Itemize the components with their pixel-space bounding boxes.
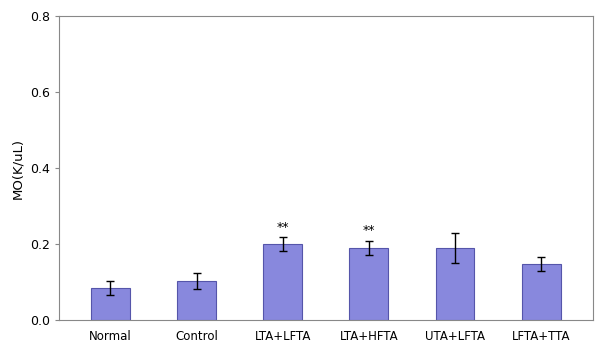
Text: **: **: [362, 224, 375, 237]
Y-axis label: MO(K/uL): MO(K/uL): [11, 138, 24, 199]
Text: **: **: [277, 221, 289, 234]
Bar: [177, 281, 216, 320]
Bar: [350, 248, 388, 320]
Bar: [91, 288, 130, 320]
Bar: [522, 264, 561, 320]
Bar: [435, 248, 474, 320]
Bar: [263, 244, 302, 320]
